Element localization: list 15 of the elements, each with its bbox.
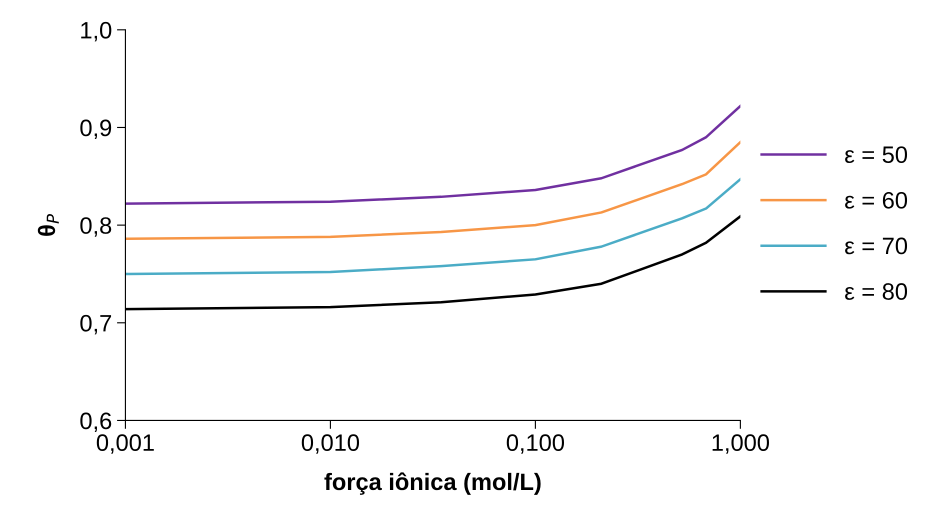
x-tick-label: 0,010	[302, 434, 360, 454]
y-tick-label: 0,6	[80, 412, 112, 432]
legend-label: ε = 70	[845, 238, 908, 254]
x-tick-label: 0,001	[96, 434, 154, 454]
x-axis-title: força iônica (mol/L)	[324, 472, 541, 495]
y-axis-title: θ$_{P}$	[38, 214, 59, 236]
y-tick-label: 0,8	[80, 217, 112, 237]
x-tick-label: 0,100	[506, 434, 564, 454]
x-tick-label: 1,000	[712, 434, 769, 454]
legend-label: ε = 50	[845, 146, 908, 164]
y-tick-label: 0,7	[80, 314, 112, 334]
legend-label: ε = 80	[845, 283, 908, 300]
y-tick-label: 0,9	[80, 120, 112, 140]
legend-label: ε = 60	[845, 192, 908, 209]
y-tick-label: 1,0	[81, 22, 112, 42]
